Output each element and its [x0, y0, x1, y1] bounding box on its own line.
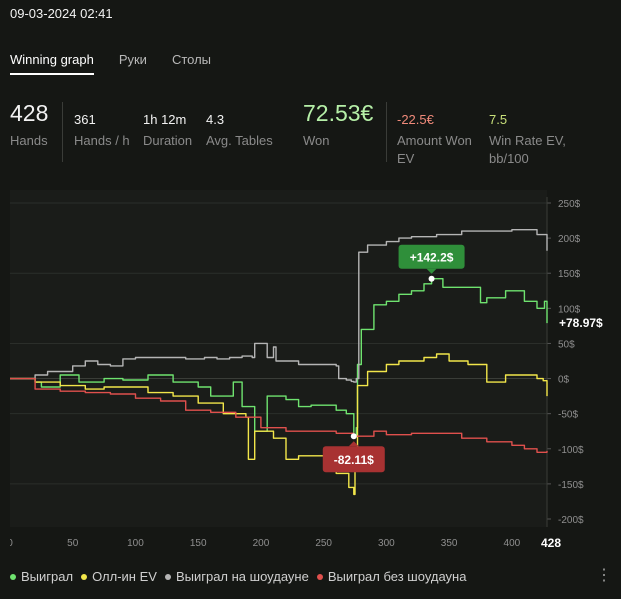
stat-won-value: 72.53€	[303, 100, 374, 126]
stat-win-rate-ev-label-line1: Win Rate EV,	[489, 133, 566, 148]
legend-dot-icon	[164, 573, 171, 580]
max-point	[428, 275, 435, 282]
legend-label: Выиграл без шоудауна	[327, 569, 467, 584]
y-tick-label: -100$	[558, 445, 584, 456]
x-tick-label: 400	[504, 538, 521, 549]
legend-item-showdown[interactable]: Выиграл на шоудауне	[164, 569, 309, 584]
x-tick-label: 200	[253, 538, 270, 549]
tab-winning-graph[interactable]: Winning graph	[10, 52, 94, 75]
y-tick-label: 250$	[558, 199, 581, 210]
y-tick-label: 150$	[558, 269, 581, 280]
stat-win-rate-ev: 7.5 Win Rate EV, bb/100	[489, 100, 566, 168]
x-tick-label: 0	[10, 538, 13, 549]
kebab-menu-icon[interactable]: ⋮	[596, 567, 612, 584]
max-tooltip-box	[398, 244, 465, 269]
legend-label: Выиграл	[21, 569, 74, 584]
stat-avg-tables: 4.3 Avg. Tables	[206, 100, 273, 150]
stat-duration-value: 1h 12m	[143, 112, 187, 127]
stat-win-rate-ev-value: 7.5	[489, 112, 508, 127]
winning-graph-chart[interactable]: 250$ 200$ 150$ 100$ 50$ 0$ -50$ -100$ -150$ -200$…	[7, 190, 610, 560]
stat-hands-per-hour-value: 361	[74, 112, 96, 127]
x-tick-label: 250	[315, 538, 332, 549]
stat-duration: 1h 12m Duration	[143, 100, 192, 150]
divider	[386, 102, 387, 162]
legend-dot-icon	[81, 573, 88, 580]
tab-tables[interactable]: Столы	[171, 52, 212, 67]
stat-win-rate-ev-label: Win Rate EV, bb/100	[489, 132, 566, 168]
stats-panel: 428 Hands 361 Hands / h 1h 12m Duration …	[10, 100, 610, 170]
stat-duration-label: Duration	[143, 133, 193, 148]
min-tooltip-pointer	[348, 441, 359, 447]
y-tick-label: 0$	[558, 375, 570, 386]
stat-hands-value: 428	[10, 100, 49, 126]
x-tick-label: 50	[67, 538, 79, 549]
legend-item-non-showdown[interactable]: Выиграл без шоудауна	[316, 569, 467, 584]
stat-amount-won-ev: -22.5€ Amount Won EV	[397, 100, 472, 168]
legend-dot-icon	[10, 573, 16, 580]
end-value-label: +78.97$	[559, 316, 603, 330]
series-line	[10, 229, 548, 383]
page-title: 09-03-2024 02:41	[10, 6, 113, 21]
series-line	[10, 377, 548, 453]
chart-legend: Выиграл Олл-ин EV Выиграл на шоудауне Вы…	[10, 569, 474, 584]
x-tick-label: 100	[127, 538, 144, 549]
min-tooltip-label: -82.11$	[334, 453, 374, 467]
stat-avg-tables-value: 4.3	[206, 112, 225, 127]
stat-win-rate-ev-label-line2: bb/100	[489, 151, 529, 166]
stat-amount-won-ev-label-line1: Amount Won	[397, 133, 472, 148]
legend-dot-icon	[316, 573, 323, 580]
stat-hands-per-hour: 361 Hands / h	[74, 100, 130, 150]
stat-won: 72.53€ Won	[303, 100, 373, 150]
x-tick-label: 300	[378, 538, 395, 549]
y-tick-label: 50$	[558, 339, 575, 350]
legend-item-won[interactable]: Выиграл	[10, 569, 73, 584]
stat-avg-tables-label: Avg. Tables	[206, 133, 273, 148]
y-tick-label: 200$	[558, 234, 581, 245]
legend-item-allin-ev[interactable]: Олл-ин EV	[81, 569, 157, 584]
plot-background	[10, 190, 547, 527]
series-line	[10, 353, 548, 496]
tab-bar: Winning graph Руки Столы	[10, 52, 236, 75]
stat-hands: 428 Hands	[10, 100, 48, 150]
min-point	[350, 433, 357, 440]
stat-amount-won-ev-value: -22.5€	[397, 112, 434, 127]
series-line	[10, 278, 548, 437]
stat-hands-per-hour-label: Hands / h	[74, 133, 130, 148]
stat-amount-won-ev-label: Amount Won EV	[397, 132, 472, 168]
chart-svg: 250$ 200$ 150$ 100$ 50$ 0$ -50$ -100$ -150$ -200$…	[7, 190, 603, 550]
divider	[62, 102, 63, 162]
y-tick-label: -50$	[558, 410, 578, 421]
stat-won-label: Won	[303, 133, 330, 148]
stat-hands-label: Hands	[10, 133, 48, 148]
x-tick-label: 150	[190, 538, 207, 549]
stat-amount-won-ev-label-line2: EV	[397, 151, 415, 166]
max-tooltip-label: +142.2$	[410, 251, 454, 265]
y-tick-label: -150$	[558, 480, 584, 491]
y-tick-label: 100$	[558, 304, 581, 315]
y-tick-label: -200$	[558, 515, 584, 526]
legend-label: Выиграл на шоудауне	[175, 569, 309, 584]
legend-label: Олл-ин EV	[92, 569, 157, 584]
x-end-label: 428	[541, 536, 561, 550]
max-tooltip-pointer	[426, 268, 437, 274]
x-tick-label: 350	[441, 538, 458, 549]
tab-hands[interactable]: Руки	[118, 52, 147, 67]
min-tooltip-box	[322, 446, 385, 473]
